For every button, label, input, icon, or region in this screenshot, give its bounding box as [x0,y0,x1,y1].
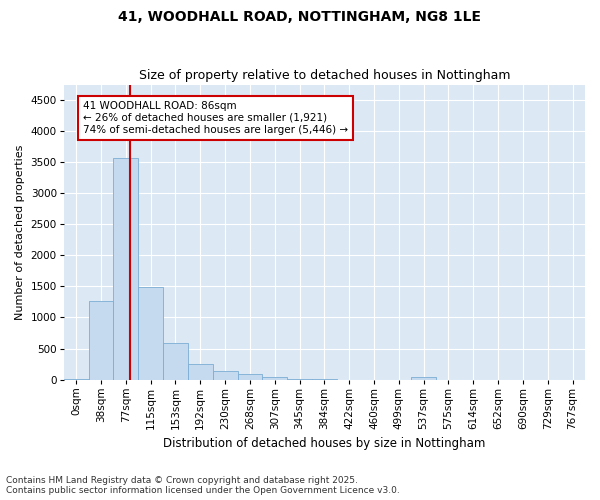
Bar [113,158,138,380]
X-axis label: Distribution of detached houses by size in Nottingham: Distribution of detached houses by size … [163,437,485,450]
Bar [89,300,113,380]
Bar [287,378,312,380]
Y-axis label: Number of detached properties: Number of detached properties [15,144,25,320]
Text: 41 WOODHALL ROAD: 86sqm
← 26% of detached houses are smaller (1,921)
74% of semi: 41 WOODHALL ROAD: 86sqm ← 26% of detache… [83,102,348,134]
Bar [163,343,188,380]
Bar [238,374,262,380]
Bar [212,370,238,380]
Bar [138,287,163,380]
Bar [188,364,212,380]
Text: 41, WOODHALL ROAD, NOTTINGHAM, NG8 1LE: 41, WOODHALL ROAD, NOTTINGHAM, NG8 1LE [119,10,482,24]
Bar [64,379,89,380]
Text: Contains HM Land Registry data © Crown copyright and database right 2025.
Contai: Contains HM Land Registry data © Crown c… [6,476,400,495]
Title: Size of property relative to detached houses in Nottingham: Size of property relative to detached ho… [139,69,510,82]
Bar [262,378,287,380]
Bar [411,377,436,380]
